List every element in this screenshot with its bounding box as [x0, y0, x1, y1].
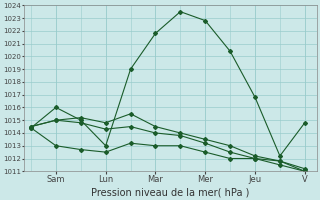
- X-axis label: Pression niveau de la mer( hPa ): Pression niveau de la mer( hPa ): [91, 187, 250, 197]
